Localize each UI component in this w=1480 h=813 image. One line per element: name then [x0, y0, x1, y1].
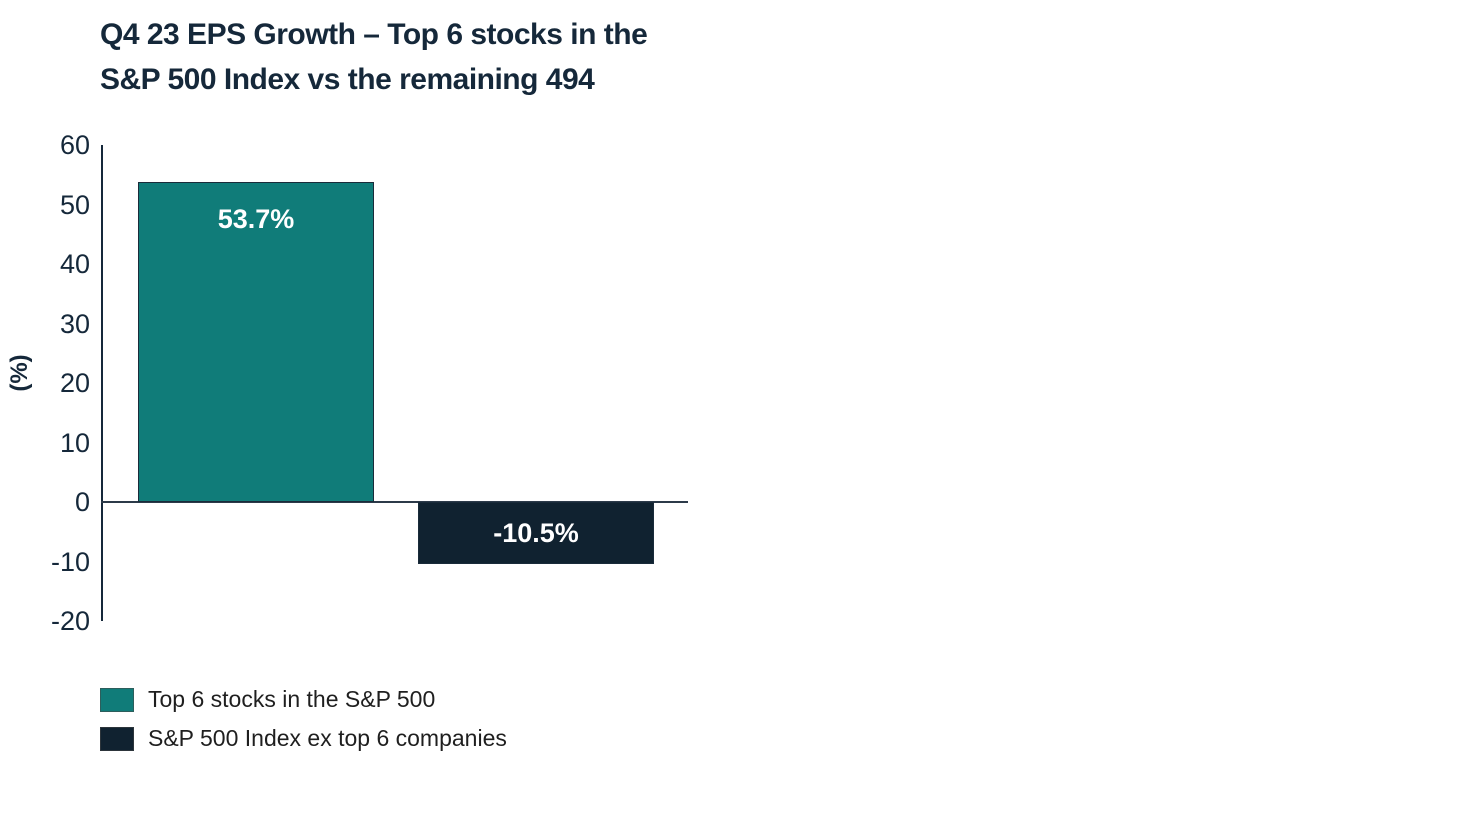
legend: Top 6 stocks in the S&P 500 S&P 500 Index… [100, 687, 507, 751]
legend-swatch-icon [100, 687, 134, 712]
y-tick-label: 30 [59, 308, 90, 339]
legend-item: S&P 500 Index ex top 6 companies [100, 726, 507, 751]
y-tick-label: 0 [74, 487, 90, 517]
y-tick-label: 50 [59, 189, 90, 220]
bar-value-label: -10.5% [493, 518, 579, 549]
legend-label: Top 6 stocks in the S&P 500 [148, 686, 436, 712]
y-tick-label: 40 [59, 249, 90, 279]
bar-ex-top6: -10.5% [418, 502, 654, 565]
legend-item: Top 6 stocks in the S&P 500 [100, 687, 507, 712]
bar-top6: 53.7% [138, 182, 374, 502]
legend-label: S&P 500 Index ex top 6 companies [148, 725, 507, 751]
bar-value-label: 53.7% [217, 204, 295, 235]
y-tick-label: 20 [59, 368, 90, 398]
chart-title: Q4 23 EPS Growth – Top 6 stocks in the S… [100, 12, 648, 102]
y-tick-label: 60 [59, 130, 90, 160]
legend-swatch-icon [100, 726, 134, 751]
y-tick-label: 10 [59, 427, 90, 458]
y-tick-label: -20 [50, 606, 90, 636]
y-tick-label: -10 [50, 546, 90, 577]
chart-title-line1: Q4 23 EPS Growth – Top 6 stocks in the [100, 18, 648, 51]
chart-title-line2: S&P 500 Index vs the remaining 494 [100, 63, 595, 96]
zero-baseline [101, 501, 688, 503]
y-axis-line [101, 145, 103, 621]
